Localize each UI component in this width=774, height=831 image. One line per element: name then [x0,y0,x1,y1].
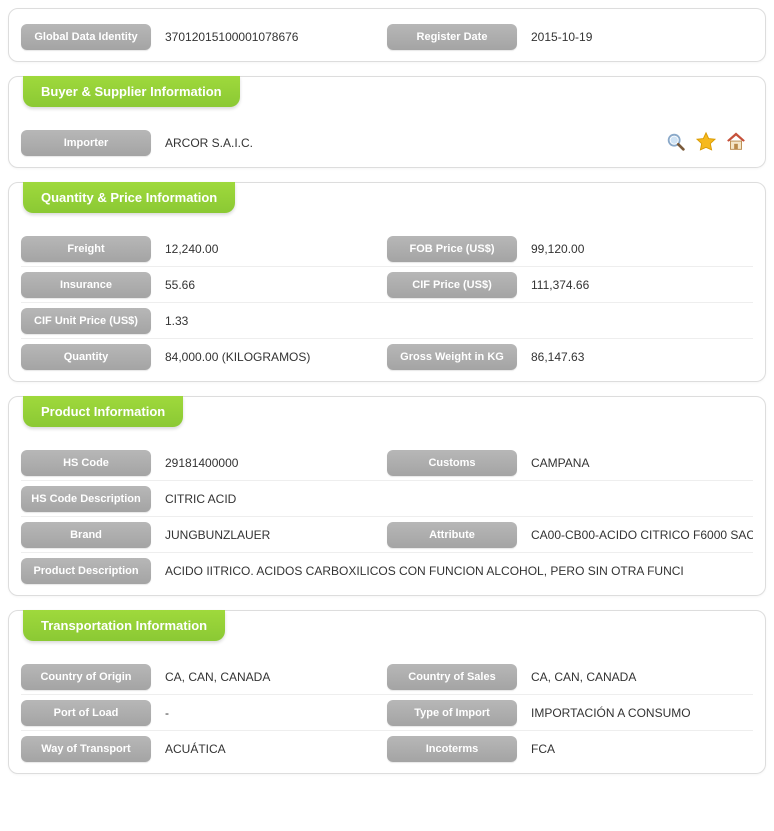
customs-label: Customs [387,450,517,476]
trans-row-1: Country of Origin CA, CAN, CANADA Countr… [21,659,753,695]
star-icon[interactable] [695,131,717,156]
importer-icons [665,131,753,156]
hs-code-cell: HS Code 29181400000 [21,450,387,476]
transportation-panel: Transportation Information Country of Or… [8,610,766,774]
insurance-label: Insurance [21,272,151,298]
port-of-load-value: - [151,706,387,720]
freight-value: 12,240.00 [151,242,387,256]
port-of-load-cell: Port of Load - [21,700,387,726]
qp-row-4: Quantity 84,000.00 (KILOGRAMOS) Gross We… [21,339,753,375]
attribute-label: Attribute [387,522,517,548]
freight-cell: Freight 12,240.00 [21,236,387,262]
incoterms-value: FCA [517,742,753,756]
buyer-supplier-title: Buyer & Supplier Information [23,76,240,107]
quantity-price-panel: Quantity & Price Information Freight 12,… [8,182,766,382]
prod-row-1: HS Code 29181400000 Customs CAMPANA [21,445,753,481]
importer-row: Importer ARCOR S.A.I.C. [21,125,753,161]
incoterms-cell: Incoterms FCA [387,736,753,762]
type-of-import-label: Type of Import [387,700,517,726]
way-of-transport-cell: Way of Transport ACUÁTICA [21,736,387,762]
trans-row-2: Port of Load - Type of Import IMPORTACIÓ… [21,695,753,731]
transportation-title: Transportation Information [23,610,225,641]
qp-row-2: Insurance 55.66 CIF Price (US$) 111,374.… [21,267,753,303]
fob-price-cell: FOB Price (US$) 99,120.00 [387,236,753,262]
hs-code-desc-label: HS Code Description [21,486,151,512]
attribute-cell: Attribute CA00-CB00-ACIDO CITRICO F6000 … [387,522,753,548]
incoterms-label: Incoterms [387,736,517,762]
fob-price-label: FOB Price (US$) [387,236,517,262]
insurance-value: 55.66 [151,278,387,292]
type-of-import-value: IMPORTACIÓN A CONSUMO [517,706,753,720]
global-data-identity-label: Global Data Identity [21,24,151,50]
header-panel: Global Data Identity 3701201510000107867… [8,8,766,62]
insurance-cell: Insurance 55.66 [21,272,387,298]
freight-label: Freight [21,236,151,262]
hs-code-desc-cell: HS Code Description CITRIC ACID [21,486,753,512]
product-title: Product Information [23,396,183,427]
quantity-value: 84,000.00 (KILOGRAMOS) [151,350,387,364]
cif-price-cell: CIF Price (US$) 111,374.66 [387,272,753,298]
product-desc-cell: Product Description ACIDO IITRICO. ACIDO… [21,558,753,584]
importer-cell: Importer ARCOR S.A.I.C. [21,130,665,156]
trans-row-3: Way of Transport ACUÁTICA Incoterms FCA [21,731,753,767]
attribute-value: CA00-CB00-ACIDO CITRICO F6000 SAC [517,528,753,542]
customs-value: CAMPANA [517,456,753,470]
product-panel: Product Information HS Code 29181400000 … [8,396,766,596]
qp-row-3: CIF Unit Price (US$) 1.33 [21,303,753,339]
brand-value: JUNGBUNZLAUER [151,528,387,542]
brand-label: Brand [21,522,151,548]
country-origin-label: Country of Origin [21,664,151,690]
country-sales-value: CA, CAN, CANADA [517,670,753,684]
prod-row-2: HS Code Description CITRIC ACID [21,481,753,517]
register-date-cell: Register Date 2015-10-19 [387,24,753,50]
search-icon[interactable] [665,131,687,156]
customs-cell: Customs CAMPANA [387,450,753,476]
cif-unit-price-value: 1.33 [151,314,387,328]
importer-value: ARCOR S.A.I.C. [151,136,665,150]
quantity-label: Quantity [21,344,151,370]
gross-weight-label: Gross Weight in KG [387,344,517,370]
gross-weight-value: 86,147.63 [517,350,753,364]
hs-code-desc-value: CITRIC ACID [151,492,753,506]
prod-row-3: Brand JUNGBUNZLAUER Attribute CA00-CB00-… [21,517,753,553]
buyer-supplier-panel: Buyer & Supplier Information Importer AR… [8,76,766,168]
brand-cell: Brand JUNGBUNZLAUER [21,522,387,548]
fob-price-value: 99,120.00 [517,242,753,256]
register-date-label: Register Date [387,24,517,50]
country-sales-label: Country of Sales [387,664,517,690]
product-desc-value: ACIDO IITRICO. ACIDOS CARBOXILICOS CON F… [151,564,753,578]
port-of-load-label: Port of Load [21,700,151,726]
cif-unit-price-cell: CIF Unit Price (US$) 1.33 [21,308,387,334]
product-desc-label: Product Description [21,558,151,584]
country-origin-value: CA, CAN, CANADA [151,670,387,684]
hs-code-label: HS Code [21,450,151,476]
way-of-transport-label: Way of Transport [21,736,151,762]
header-row: Global Data Identity 3701201510000107867… [21,19,753,55]
prod-row-4: Product Description ACIDO IITRICO. ACIDO… [21,553,753,589]
cif-price-value: 111,374.66 [517,278,753,292]
gross-weight-cell: Gross Weight in KG 86,147.63 [387,344,753,370]
cif-price-label: CIF Price (US$) [387,272,517,298]
country-origin-cell: Country of Origin CA, CAN, CANADA [21,664,387,690]
quantity-cell: Quantity 84,000.00 (KILOGRAMOS) [21,344,387,370]
home-icon[interactable] [725,131,747,156]
way-of-transport-value: ACUÁTICA [151,742,387,756]
importer-label: Importer [21,130,151,156]
country-sales-cell: Country of Sales CA, CAN, CANADA [387,664,753,690]
cif-unit-price-label: CIF Unit Price (US$) [21,308,151,334]
hs-code-value: 29181400000 [151,456,387,470]
type-of-import-cell: Type of Import IMPORTACIÓN A CONSUMO [387,700,753,726]
qp-row-1: Freight 12,240.00 FOB Price (US$) 99,120… [21,231,753,267]
global-data-identity-value: 37012015100001078676 [151,30,387,44]
global-data-identity-cell: Global Data Identity 3701201510000107867… [21,24,387,50]
register-date-value: 2015-10-19 [517,30,753,44]
quantity-price-title: Quantity & Price Information [23,182,235,213]
